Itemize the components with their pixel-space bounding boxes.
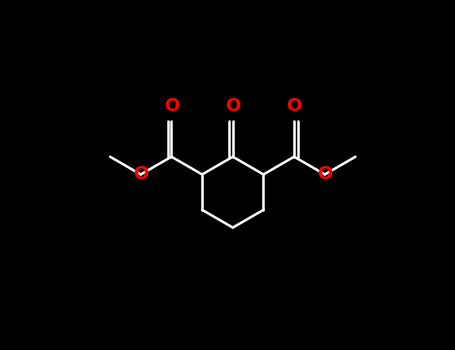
Text: O: O (164, 97, 179, 115)
Text: O: O (133, 166, 148, 183)
Text: O: O (287, 97, 302, 115)
Text: O: O (317, 166, 333, 183)
Text: O: O (225, 97, 240, 115)
